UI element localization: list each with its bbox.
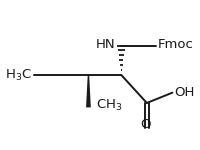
Text: CH$_3$: CH$_3$ bbox=[96, 98, 122, 113]
Text: OH: OH bbox=[174, 86, 195, 99]
Polygon shape bbox=[86, 75, 91, 107]
Text: HN: HN bbox=[96, 38, 116, 51]
Text: Fmoc: Fmoc bbox=[158, 38, 194, 51]
Text: H$_3$C: H$_3$C bbox=[5, 68, 32, 82]
Text: O: O bbox=[140, 118, 150, 131]
